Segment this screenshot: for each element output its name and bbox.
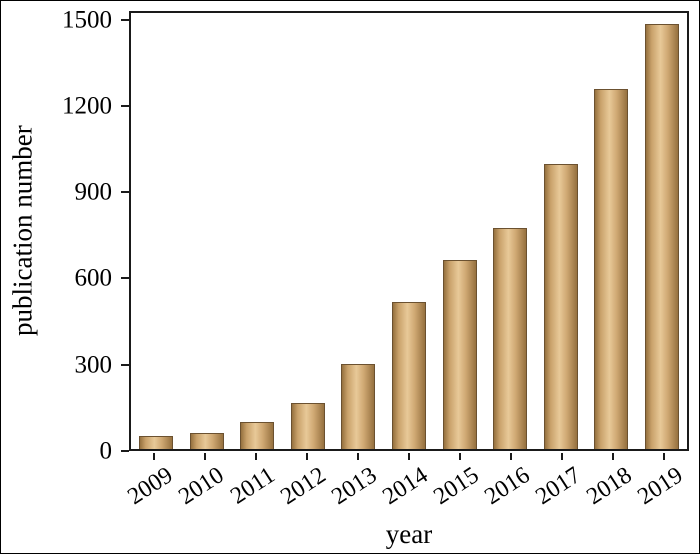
x-tick-label: 2010 [174, 462, 229, 511]
y-tick-mark [121, 18, 129, 21]
bar-2011 [240, 421, 275, 449]
x-tick-mark [255, 453, 258, 460]
x-tick-mark [458, 453, 461, 460]
x-tick-mark [357, 453, 360, 460]
y-tick-mark [121, 104, 129, 107]
x-tick-label: 2016 [480, 462, 535, 511]
y-tick-label: 300 [74, 351, 113, 379]
x-tick-label: 2011 [226, 462, 280, 510]
y-tick-mark [121, 450, 129, 452]
x-tick-label: 2018 [581, 462, 637, 511]
y-tick-label: 1200 [62, 92, 112, 120]
bar-2012 [290, 403, 325, 449]
x-tick-mark [306, 453, 309, 460]
bar-2010 [189, 433, 224, 449]
x-tick-label: 2019 [632, 462, 688, 511]
x-tick-mark [662, 453, 665, 460]
x-tick-mark [408, 453, 410, 460]
x-tick-label: 2013 [327, 462, 382, 511]
bar-2018 [594, 88, 629, 449]
x-tick-mark [560, 453, 563, 460]
y-tick-mark [121, 277, 129, 280]
y-tick-mark [121, 191, 129, 194]
y-tick-label: 600 [74, 264, 113, 292]
y-tick-label: 900 [74, 178, 113, 206]
x-tick-label: 2009 [123, 462, 179, 511]
x-axis-ticks: 2009 2010 2011 2012 2013 2014 2015 2016 2017 2018… [124, 453, 689, 517]
x-axis-title: year [385, 519, 433, 549]
x-tick-mark [611, 453, 614, 460]
bar-2016 [493, 228, 528, 449]
y-axis-ticks: 0 300 600 900 1200 1500 [1, 7, 129, 464]
x-tick-mark [153, 453, 156, 460]
x-tick-label: 2012 [276, 462, 331, 511]
y-tick-mark [121, 363, 129, 366]
bar-2019 [644, 24, 679, 449]
bar-2009 [139, 436, 174, 449]
y-tick-label: 0 [99, 437, 113, 465]
x-tick-mark [509, 453, 512, 460]
x-tick-label: 2017 [530, 462, 586, 511]
x-tick-label: 2014 [378, 462, 433, 511]
bar-2017 [543, 164, 578, 449]
bar-2014 [392, 302, 426, 449]
plot-area [129, 11, 689, 451]
x-tick-mark [204, 453, 207, 460]
bar-2015 [442, 259, 477, 449]
y-tick-label: 1500 [62, 6, 112, 34]
x-tick-label: 2015 [429, 462, 484, 511]
bar-2013 [341, 363, 376, 449]
